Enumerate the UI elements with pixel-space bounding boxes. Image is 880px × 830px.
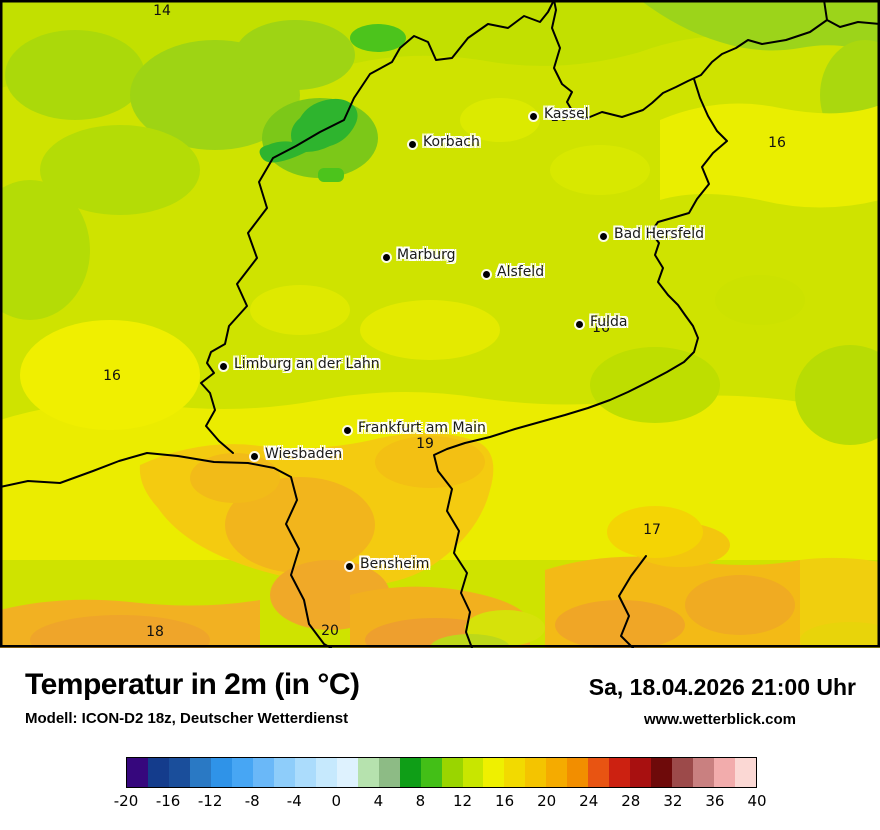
city-label: Alsfeld <box>497 264 545 280</box>
colorbar-cell <box>735 758 757 787</box>
colorbar-cell <box>294 758 316 787</box>
colorbar-tick-label: -16 <box>155 792 181 810</box>
city-label: Frankfurt am Main <box>358 420 486 436</box>
colorbar-cell <box>168 758 190 787</box>
colorbar-cell <box>567 758 589 787</box>
temperature-value-label: 16 <box>768 135 786 151</box>
colorbar-tick-label: 12 <box>452 792 473 810</box>
colorbar-tick-label: 40 <box>747 792 767 810</box>
colorbar-tick-label: 36 <box>705 792 725 810</box>
colorbar-cell <box>651 758 673 787</box>
colorbar-cell <box>210 758 232 787</box>
colorbar-tick-label: 4 <box>373 792 384 810</box>
colorbar-tick-label: 8 <box>415 792 426 810</box>
temperature-map: 14 16 16 16 16 19 17 18 20 Kassel Korbach Bad Hersf… <box>0 0 880 648</box>
temperature-value-label: 19 <box>416 436 434 452</box>
colorbar-cell <box>378 758 400 787</box>
city-label: Kassel <box>544 106 589 122</box>
colorbar-cell <box>357 758 379 787</box>
colorbar-cell <box>420 758 442 787</box>
city-dot-icon <box>599 232 607 240</box>
temperature-value-label: 18 <box>146 624 164 640</box>
colorbar-tick-label: -20 <box>113 792 139 810</box>
forecast-datetime: Sa, 18.04.2026 21:00 Uhr <box>588 674 856 700</box>
colorbar-tick-label: -12 <box>197 792 223 810</box>
city-dot-icon <box>219 362 227 370</box>
city-dot-icon <box>343 426 351 434</box>
city-label: Korbach <box>423 134 480 150</box>
city-dot-icon <box>250 452 258 460</box>
colorbar-cell <box>672 758 694 787</box>
colorbar-tick-label: 0 <box>331 792 342 810</box>
city-label: Bad Hersfeld <box>614 226 705 242</box>
colorbar-tick-label: 20 <box>537 792 557 810</box>
colorbar-tick-label: 16 <box>495 792 515 810</box>
city-dot-icon <box>529 112 537 120</box>
colorbar-cell <box>273 758 295 787</box>
colorbar-cell <box>315 758 337 787</box>
city-label: Limburg an der Lahn <box>234 356 380 372</box>
map-frame <box>0 0 880 648</box>
colorbar-cell <box>546 758 568 787</box>
map-title: Temperatur in 2m (in °C) <box>25 668 360 701</box>
colorbar-cell <box>231 758 253 787</box>
city-dot-icon <box>482 270 490 278</box>
city-dot-icon <box>575 320 583 328</box>
city-label: Bensheim <box>360 556 430 572</box>
city-dot-icon <box>382 253 390 261</box>
colorbar-tick-label: 32 <box>663 792 683 810</box>
city-label: Marburg <box>397 247 456 263</box>
colorbar-tick-label: -8 <box>244 792 260 810</box>
temperature-value-label: 17 <box>643 522 661 538</box>
colorbar-cell <box>504 758 526 787</box>
model-info: Modell: ICON-D2 18z, Deutscher Wetterdie… <box>25 710 349 727</box>
city-label: Wiesbaden <box>265 446 343 462</box>
city-label: Fulda <box>590 314 628 330</box>
state-border-lines <box>0 0 880 648</box>
colorbar-cell <box>127 758 148 787</box>
temperature-value-label: 20 <box>321 623 339 639</box>
colorbar-cell <box>462 758 484 787</box>
website-url: www.wetterblick.com <box>644 711 796 728</box>
colorbar-cell <box>588 758 610 787</box>
colorbar-tick-label: -4 <box>286 792 302 810</box>
colorbar-tick-label: 24 <box>579 792 599 810</box>
temperature-color-scale <box>126 757 757 788</box>
colorbar-cell <box>441 758 463 787</box>
colorbar-cell <box>714 758 736 787</box>
colorbar-cell <box>399 758 421 787</box>
colorbar-cell <box>483 758 505 787</box>
temperature-value-label: 16 <box>592 320 610 336</box>
colorbar-cell <box>609 758 631 787</box>
temperature-value-label: 16 <box>103 368 121 384</box>
color-scale-tick-labels: -20 -16 -12 -8 -4 0 4 8 12 16 20 24 28 32 36 40 <box>114 792 767 812</box>
colorbar-cell <box>252 758 274 787</box>
info-panel: Temperatur in 2m (in °C) Modell: ICON-D2… <box>0 648 880 830</box>
map-graphic <box>0 0 880 648</box>
colorbar-cell <box>525 758 547 787</box>
city-dot-icon <box>408 140 416 148</box>
colorbar-cell <box>189 758 211 787</box>
colorbar-tick-label: 28 <box>621 792 641 810</box>
temperature-value-label: 14 <box>153 3 171 19</box>
map-overlay: 14 16 16 16 16 19 17 18 20 Kassel Korbach Bad Hersf… <box>103 3 786 640</box>
colorbar-cell <box>630 758 652 787</box>
temperature-value-label: 16 <box>550 109 568 125</box>
colorbar-cell <box>693 758 715 787</box>
colorbar-cell <box>336 758 358 787</box>
colorbar-cell <box>147 758 169 787</box>
city-dot-icon <box>345 562 353 570</box>
